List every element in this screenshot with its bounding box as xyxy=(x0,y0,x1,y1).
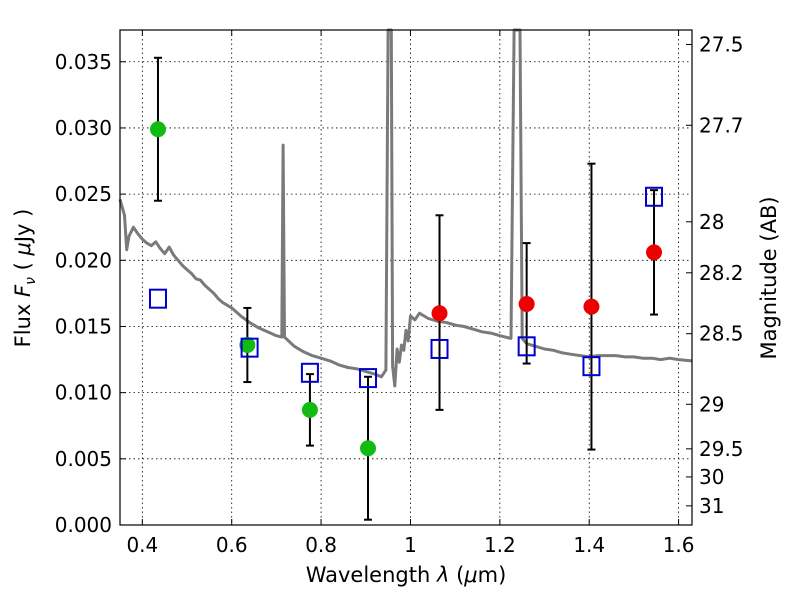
plot-frame xyxy=(119,29,693,526)
y-tick-label: 0.010 xyxy=(55,381,112,405)
y-tick-label: 0.035 xyxy=(55,50,112,74)
x-tick-label: 1.6 xyxy=(663,533,695,557)
green-data-point xyxy=(360,440,377,457)
red-data-point xyxy=(518,295,535,312)
y2-axis-label: Magnitude (AB) xyxy=(757,196,781,359)
mag-tick-label: 27.7 xyxy=(699,113,744,137)
red-data-point xyxy=(583,298,600,315)
error-bar-layer xyxy=(153,56,659,521)
sed-curve-layer xyxy=(118,28,693,388)
sed-model-line xyxy=(118,28,693,388)
x-axis-label: Wavelength λ (μm) xyxy=(306,563,507,587)
red-data-point xyxy=(646,244,663,261)
x-tick-label: 1 xyxy=(404,533,417,557)
y-tick-label: 0.025 xyxy=(55,182,112,206)
x-tick-label: 0.4 xyxy=(126,533,158,557)
model-flux-square xyxy=(148,288,167,309)
mag-tick-label: 29.5 xyxy=(699,437,744,461)
red-data-point xyxy=(431,305,448,322)
grid xyxy=(120,30,692,526)
y-axis-label: Flux Fν ( μJy ) xyxy=(11,209,39,348)
x-tick-label: 1.4 xyxy=(573,533,605,557)
model-flux-square xyxy=(300,362,319,383)
y-tick-label: 0.015 xyxy=(55,314,112,338)
x-tick-label: 0.8 xyxy=(305,533,337,557)
y-tick-label: 0.000 xyxy=(55,513,112,537)
green-data-point xyxy=(149,121,166,138)
x-tick-label: 0.6 xyxy=(216,533,248,557)
mag-tick-label: 29 xyxy=(699,392,724,416)
y-tick-label: 0.030 xyxy=(55,116,112,140)
green-data-point xyxy=(239,337,256,353)
tick-layer: 0.4 0.6 0.8 1 1.2 1.4 1.6 0.000 0.005 0.010 0.015 0… xyxy=(55,30,744,557)
mag-tick-label: 27.5 xyxy=(699,32,744,56)
y-tick-label: 0.020 xyxy=(55,248,112,272)
green-data-point xyxy=(301,401,318,418)
model-flux-square xyxy=(430,338,449,359)
model-flux-square xyxy=(582,356,601,377)
mag-tick-label: 28.2 xyxy=(699,261,744,285)
model-flux-square xyxy=(517,336,536,357)
model-flux-square xyxy=(240,337,259,358)
model-flux-square xyxy=(645,186,664,207)
x-tick-label: 1.2 xyxy=(484,533,516,557)
model-flux-square xyxy=(359,368,378,389)
mag-tick-label: 31 xyxy=(699,494,724,518)
mag-tick-label: 28 xyxy=(699,210,724,234)
data-point-layer xyxy=(148,121,664,457)
y-tick-label: 0.005 xyxy=(55,447,112,471)
mag-tick-label: 30 xyxy=(699,465,724,489)
mag-tick-label: 28.5 xyxy=(699,322,744,346)
